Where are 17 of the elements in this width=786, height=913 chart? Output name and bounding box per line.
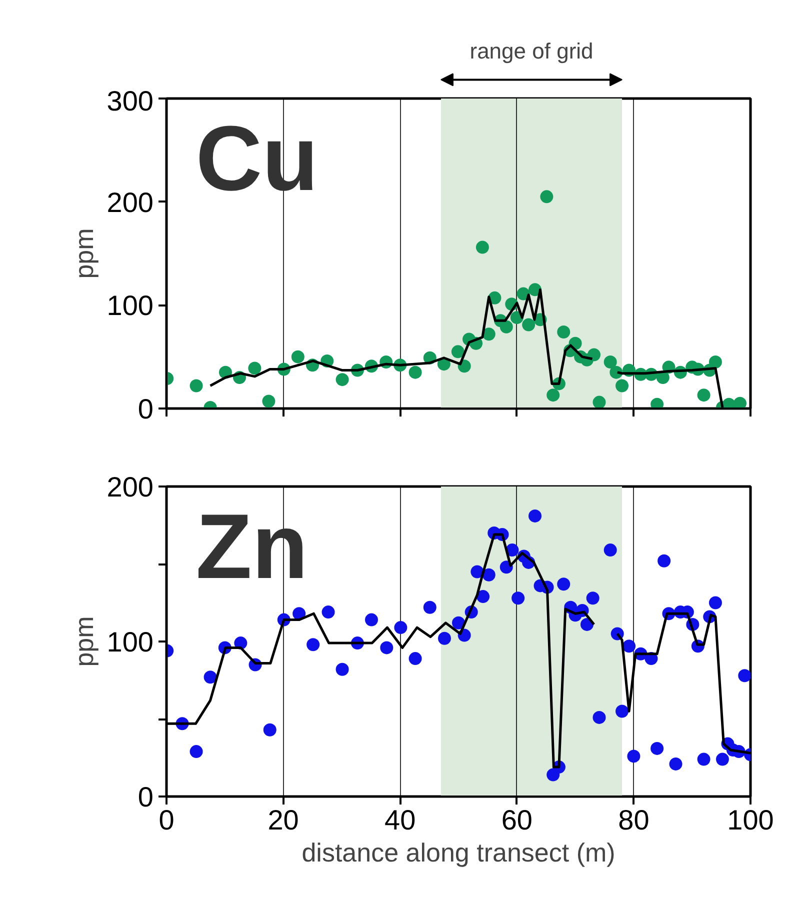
y-tick-label: 300 xyxy=(106,86,154,116)
y-tick-label: 200 xyxy=(106,472,154,502)
y-axis-title: ppm xyxy=(68,616,99,667)
band-label: range of grid xyxy=(470,38,594,64)
y-tick-label: 200 xyxy=(106,186,154,218)
x-tick-label: 60 xyxy=(501,804,532,836)
y-axis-title: ppm xyxy=(68,228,99,279)
x-tick-label: 0 xyxy=(158,804,174,836)
y-tick-label: 100 xyxy=(106,626,154,658)
y-tick-label: 0 xyxy=(138,782,154,812)
x-tick-label: 100 xyxy=(727,804,774,836)
x-tick-label: 40 xyxy=(384,804,416,836)
x-axis-title: distance along transect (m) xyxy=(302,838,616,868)
x-tick-label: 80 xyxy=(618,804,650,836)
y-tick-label: 0 xyxy=(138,394,154,424)
y-tick-label: 100 xyxy=(106,290,154,322)
x-tick-label: 20 xyxy=(268,804,299,836)
